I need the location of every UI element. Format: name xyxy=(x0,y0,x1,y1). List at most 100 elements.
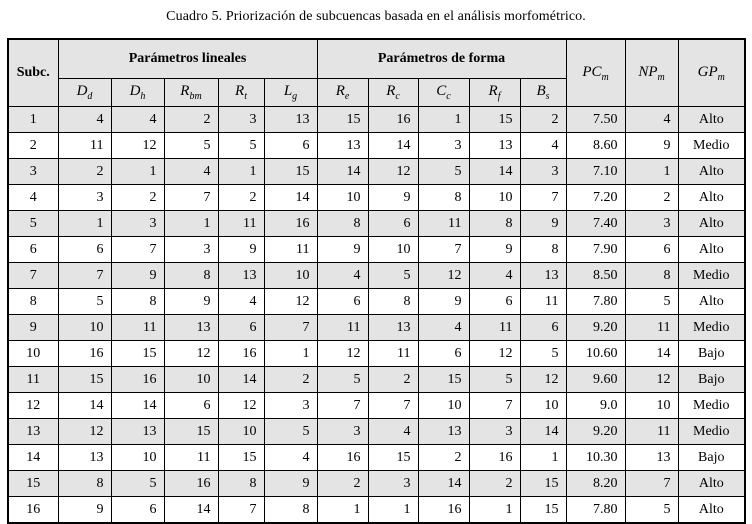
priority-group-value: Alto xyxy=(677,210,746,237)
parameter-value: 7 xyxy=(316,392,369,419)
parameter-value: 14 xyxy=(163,496,219,524)
parameter-value: 8 xyxy=(519,236,567,263)
parameter-value: 5 xyxy=(624,288,679,315)
priority-group-value: Alto xyxy=(677,158,746,185)
parameter-value: 8 xyxy=(217,470,265,497)
parameter-value: 4 xyxy=(624,106,679,133)
parameter-value: 11 xyxy=(217,210,265,237)
table-row: 14 13 10 11 15 4 16 15 2 16 1 10.30 13 Bajo xyxy=(7,444,746,471)
parameter-value: 13 xyxy=(110,418,165,445)
var-subscript: c xyxy=(395,91,400,102)
parameter-value: 8 xyxy=(263,496,318,524)
var-subscript: d xyxy=(87,91,93,102)
parameter-value: 5 xyxy=(163,132,219,159)
parameter-value: 12 xyxy=(316,340,369,367)
parameter-value: 9.60 xyxy=(565,366,626,393)
table-row: 3 2 1 4 1 15 14 12 5 14 3 7.10 1 Alto xyxy=(7,158,746,185)
parameter-value: 13 xyxy=(263,106,318,133)
parameter-value: 2 xyxy=(468,470,521,497)
parameter-value: 7 xyxy=(519,184,567,211)
subcuenca-id: 10 xyxy=(7,340,59,367)
parameter-value: 7 xyxy=(57,262,112,289)
parameter-value: 9 xyxy=(263,470,318,497)
parameter-value: 5 xyxy=(367,262,419,289)
parameter-value: 13 xyxy=(367,314,419,341)
parameter-value: 6 xyxy=(57,236,112,263)
parameter-value: 5 xyxy=(57,288,112,315)
parameter-value: 1 xyxy=(217,158,265,185)
parameter-value: 13 xyxy=(624,444,679,471)
parameter-value: 9 xyxy=(519,210,567,237)
parameter-value: 15 xyxy=(519,470,567,497)
parameter-value: 2 xyxy=(263,366,318,393)
priority-group-value: Medio xyxy=(677,418,746,445)
parameter-value: 6 xyxy=(519,314,567,341)
parameter-value: 10 xyxy=(263,262,318,289)
parameter-value: 8 xyxy=(316,210,369,237)
parameter-value: 9 xyxy=(417,288,470,315)
parameter-value: 5 xyxy=(519,340,567,367)
parameter-value: 2 xyxy=(367,366,419,393)
parameter-value: 4 xyxy=(163,158,219,185)
parameter-value: 13 xyxy=(519,262,567,289)
priority-group-value: Medio xyxy=(677,132,746,159)
parameter-value: 8 xyxy=(367,288,419,315)
parameter-value: 5 xyxy=(468,366,521,393)
parameter-value: 9.20 xyxy=(565,314,626,341)
parameter-value: 3 xyxy=(417,132,470,159)
parameter-value: 7.80 xyxy=(565,288,626,315)
col-header-rbm: Rbm xyxy=(163,78,219,107)
subcuenca-id: 13 xyxy=(7,418,59,445)
parameter-value: 10.30 xyxy=(565,444,626,471)
var-base: NP xyxy=(638,63,658,80)
col-header-cc: Cc xyxy=(417,78,470,107)
parameter-value: 7 xyxy=(217,496,265,524)
parameter-value: 16 xyxy=(217,340,265,367)
parameter-value: 4 xyxy=(263,444,318,471)
parameter-value: 3 xyxy=(367,470,419,497)
parameter-value: 10 xyxy=(417,392,470,419)
col-header-rf: Rf xyxy=(468,78,521,107)
priority-group-value: Medio xyxy=(677,392,746,419)
subcuenca-id: 1 xyxy=(7,106,59,133)
parameter-value: 1 xyxy=(316,496,369,524)
parameter-value: 7.80 xyxy=(565,496,626,524)
var-base: PC xyxy=(582,63,602,80)
parameter-value: 7.90 xyxy=(565,236,626,263)
col-header-re: Re xyxy=(316,78,369,107)
parameter-value: 8.60 xyxy=(565,132,626,159)
parameter-value: 2 xyxy=(624,184,679,211)
group-header-lineales: Parámetros lineales xyxy=(57,38,318,79)
parameter-value: 4 xyxy=(367,418,419,445)
parameter-value: 16 xyxy=(110,366,165,393)
var-subscript: m xyxy=(657,71,665,83)
parameter-value: 3 xyxy=(624,210,679,237)
parameter-value: 8 xyxy=(624,262,679,289)
parameter-value: 15 xyxy=(263,158,318,185)
parameter-value: 1 xyxy=(57,210,112,237)
group-header-forma: Parámetros de forma xyxy=(316,38,567,79)
subcuenca-id: 11 xyxy=(7,366,59,393)
parameter-value: 3 xyxy=(110,210,165,237)
parameter-value: 7.50 xyxy=(565,106,626,133)
table-body: 1 4 4 2 3 13 15 16 1 15 2 7.50 4 Alto 2 11 12 5 5 6 13 14 3 13 4… xyxy=(7,106,746,524)
col-header-pcm: PCm xyxy=(565,38,626,107)
parameter-value: 14 xyxy=(417,470,470,497)
parameter-value: 10 xyxy=(367,236,419,263)
col-header-npm: NPm xyxy=(624,38,679,107)
parameter-value: 1 xyxy=(624,158,679,185)
parameter-value: 14 xyxy=(57,392,112,419)
parameter-value: 5 xyxy=(263,418,318,445)
parameter-value: 9 xyxy=(468,236,521,263)
parameter-value: 12 xyxy=(468,340,521,367)
parameter-value: 9 xyxy=(110,262,165,289)
parameter-value: 16 xyxy=(263,210,318,237)
parameter-value: 10 xyxy=(624,392,679,419)
parameter-value: 5 xyxy=(110,470,165,497)
col-header-subc: Subc. xyxy=(7,38,59,107)
var-subscript: t xyxy=(244,91,247,102)
parameter-value: 16 xyxy=(163,470,219,497)
parameter-value: 10 xyxy=(468,184,521,211)
var-base: B xyxy=(536,83,546,99)
parameter-value: 1 xyxy=(417,106,470,133)
